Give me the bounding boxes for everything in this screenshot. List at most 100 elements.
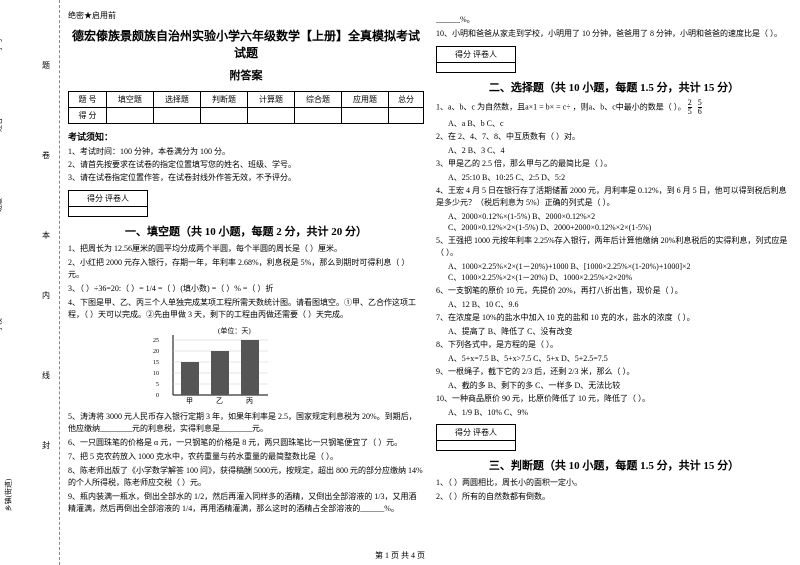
side-mark-0: 题 <box>42 60 50 71</box>
s3-q1: 1、（ ）两圆相比，周长小的面积一定小。 <box>436 477 792 489</box>
s2-q6-opts: A、12 B、10 C、9.6 <box>448 299 792 310</box>
s2-q5: 5、王强把 1000 元按年利率 2.25%存入银行，两年后计算他缴纳 20%利… <box>436 235 792 259</box>
s2-q1-text: 1、a、b、c 为自然数，且a×1 = b× = c÷ ，则a、b、c中最小的数… <box>436 102 686 111</box>
s2-q10-opts: A、1/9 B、10% C、9% <box>448 407 792 418</box>
score-h7: 总分 <box>389 92 424 108</box>
s2-q3: 3、甲是乙的 2.5 倍，那么甲与乙的最简比是（ ）。 <box>436 158 792 170</box>
score-value-row: 得 分 <box>69 108 424 124</box>
score-h0: 题 号 <box>69 92 107 108</box>
score-cell[interactable] <box>153 108 200 124</box>
s1-q8: 8、陈老师出版了《小学数学解答 100 问》，获得稿酬 5000元，按规定，超出… <box>68 465 424 489</box>
s1-q6: 6、一只圆珠笔的价格是 α 元，一只钢笔的价格是 8 元，两只圆珠笔比一只钢笔便… <box>68 437 424 449</box>
grader-label: 得分 评卷人 <box>69 190 148 206</box>
s2-q8: 8、下列各式中，是方程的是（ ）。 <box>436 339 792 351</box>
score-row-label: 得 分 <box>69 108 107 124</box>
exam-title: 德宏傣族景颇族自治州实验小学六年级数学【上册】全真模拟考试试题 <box>68 27 424 61</box>
grader-box-2: 得分 评卷人 <box>436 46 516 73</box>
s1-q7: 7、把 5 克农药放入 1000 克水中，农药重量与药水重量的最简整数比是（ ）… <box>68 451 424 463</box>
s2-q3-opts: A、25:10 B、10:25 C、2:5 D、5:2 <box>448 172 792 183</box>
bar-chart: (单位：天) 0 5 10 15 20 25 <box>148 325 424 407</box>
score-cell[interactable] <box>247 108 294 124</box>
s2-q5-opts: A、1000×2.25%×2×(1－20%)+1000 B、[1000×2.25… <box>448 261 792 283</box>
frac1-den: 5 <box>688 108 692 116</box>
grader-label: 得分 评卷人 <box>437 425 516 441</box>
bar-chart-svg: (单位：天) 0 5 10 15 20 25 <box>148 325 278 405</box>
frac-1: 2 5 <box>688 99 692 116</box>
s2-q9: 9、一根绳子，截下它的 2/3 后，还剩 2/3 米，那么（ ）。 <box>436 366 792 378</box>
ytick-15: 15 <box>153 360 159 366</box>
binding-margin: 学号 题 姓名 卷 班级 本 内 学校 线 封 乡镇(街道) <box>0 0 60 565</box>
s1-q9: 9、瓶内装满一瓶水，倒出全部水的 1/2，然后再灌入同样多的酒精，又倒出全部溶液… <box>68 491 424 515</box>
grader-cell[interactable] <box>437 63 516 73</box>
s1-q3: 3、（ ）÷36=20:（ ）= 1/4 =（ ）(填小数) =（ ）% =（ … <box>68 283 424 295</box>
margin-label-2: 班级 <box>0 198 4 212</box>
grader-box-3: 得分 评卷人 <box>436 424 516 451</box>
s2-q9-opts: A、截的多 B、剩下的多 C、一样多 D、无法比较 <box>448 380 792 391</box>
s2-q10: 10、一种商品原价 90 元，比原价降低了 10 元，降低了（ ）。 <box>436 393 792 405</box>
cat-jia: 甲 <box>186 397 193 405</box>
ytick-25: 25 <box>153 338 159 344</box>
ytick-5: 5 <box>156 382 159 388</box>
score-h1: 填空题 <box>106 92 153 108</box>
section3-title: 三、判断题（共 10 小题，每题 1.5 分，共计 15 分） <box>436 457 792 473</box>
exam-subtitle: 附答案 <box>68 67 424 83</box>
score-table: 题 号 填空题 选择题 判断题 计算题 综合题 应用题 总分 得 分 <box>68 91 424 124</box>
s1-q4: 4、下图是甲、乙、丙三个人单独完成某项工程所需天数统计图。请看图填空。①甲、乙合… <box>68 297 424 321</box>
score-h4: 计算题 <box>247 92 294 108</box>
frac-2: 5 6 <box>698 99 702 116</box>
s2-q7-opts: A、提高了 B、降低了 C、没有改变 <box>448 326 792 337</box>
score-h2: 选择题 <box>153 92 200 108</box>
ytick-20: 20 <box>153 349 159 355</box>
notice-3: 3、请在试卷指定位置作答，在试卷封线外作答无效，不予评分。 <box>68 172 424 183</box>
side-mark-2: 本 <box>42 230 50 241</box>
score-cell[interactable] <box>106 108 153 124</box>
left-column: 绝密★启用前 德宏傣族景颇族自治州实验小学六年级数学【上册】全真模拟考试试题 附… <box>68 10 424 555</box>
exam-page: 学号 题 姓名 卷 班级 本 内 学校 线 封 乡镇(街道) 绝密★启用前 德宏… <box>0 0 800 565</box>
ytick-10: 10 <box>153 371 159 377</box>
bar-bing <box>241 340 259 395</box>
notice-heading: 考试须知： <box>68 130 424 143</box>
grader-box-1: 得分 评卷人 <box>68 190 148 217</box>
s2-q4-opts: A、2000×0.12%×(1-5%) B、2000×0.12%×2 C、200… <box>448 211 792 233</box>
score-cell[interactable] <box>294 108 341 124</box>
bar-yi <box>211 351 229 395</box>
s1-q10: 10、小明和爸爸从家走到学校，小明用了 10 分钟，爸爸用了 8 分钟，小明和爸… <box>436 28 792 40</box>
s2-q1: 1、a、b、c 为自然数，且a×1 = b× = c÷ ，则a、b、c中最小的数… <box>436 99 792 116</box>
s1-q2: 2、小红把 2000 元存入银行，存期一年，年利率 2.68%，利息税是 5%，… <box>68 257 424 281</box>
s1-q5: 5、涛涛将 3000 元人民币存入银行定期 3 年，如果年利率是 2.5，国家规… <box>68 411 424 435</box>
score-h5: 综合题 <box>294 92 341 108</box>
notice-2: 2、请首先按要求在试卷的指定位置填写您的姓名、班级、学号。 <box>68 159 424 170</box>
s1-q1: 1、把周长为 12.56厘米的圆平均分成两个半圆，每个半圆的周长是（ ）厘米。 <box>68 243 424 255</box>
s3-q2: 2、（ ）所有的自然数都有倒数。 <box>436 491 792 503</box>
margin-label-1: 姓名 <box>0 118 4 132</box>
s2-q4: 4、王宏 4 月 5 日在银行存了活期储蓄 2000 元，月利率是 0.12%，… <box>436 185 792 209</box>
confidential-note: 绝密★启用前 <box>68 10 424 21</box>
score-cell[interactable] <box>200 108 247 124</box>
score-cell[interactable] <box>389 108 424 124</box>
side-mark-1: 卷 <box>42 150 50 161</box>
chart-ylabel: (单位：天) <box>218 326 251 335</box>
ytick-0: 0 <box>156 393 159 399</box>
margin-label-4: 乡镇(街道) <box>3 479 13 512</box>
s1-q9-cont: ______%。 <box>436 14 792 26</box>
frac2-den: 6 <box>698 108 702 116</box>
score-header-row: 题 号 填空题 选择题 判断题 计算题 综合题 应用题 总分 <box>69 92 424 108</box>
section2-title: 二、选择题（共 10 小题，每题 1.5 分，共计 15 分） <box>436 79 792 95</box>
content-area: 绝密★启用前 德宏傣族景颇族自治州实验小学六年级数学【上册】全真模拟考试试题 附… <box>60 0 800 565</box>
right-column: ______%。 10、小明和爸爸从家走到学校，小明用了 10 分钟，爸爸用了 … <box>436 10 792 555</box>
section1-title: 一、填空题（共 10 小题，每题 2 分，共计 20 分） <box>68 223 424 239</box>
side-mark-5: 封 <box>42 440 50 451</box>
grader-cell[interactable] <box>437 441 516 451</box>
side-mark-4: 线 <box>42 370 50 381</box>
grader-cell[interactable] <box>69 206 148 216</box>
cat-bing: 丙 <box>246 397 253 405</box>
bar-jia <box>181 362 199 395</box>
score-cell[interactable] <box>342 108 389 124</box>
notice-1: 1、考试时间：100 分钟，本卷满分为 100 分。 <box>68 146 424 157</box>
s2-q7: 7、在浓度是 10%的盐水中加入 10 克的盐和 10 克的水，盐水的浓度（ ）… <box>436 312 792 324</box>
cat-yi: 乙 <box>216 397 223 405</box>
margin-label-3: 学校 <box>0 318 4 332</box>
page-footer: 第 1 页 共 4 页 <box>0 550 800 561</box>
s2-q8-opts: A、5+x=7.5 B、5+x>7.5 C、5+x D、5+2.5=7.5 <box>448 353 792 364</box>
s2-q2-opts: A、2 B、3 C、4 <box>448 145 792 156</box>
